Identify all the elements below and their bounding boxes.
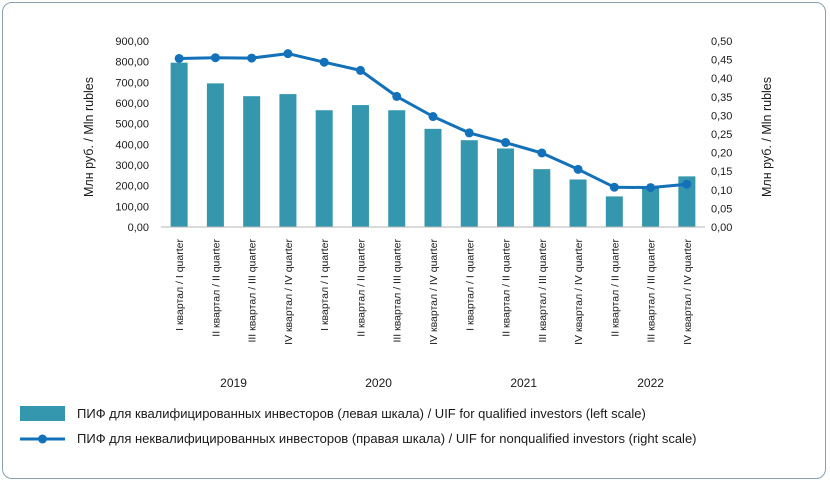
bar xyxy=(206,83,224,227)
legend-swatch-bar xyxy=(20,406,65,421)
category-label: II квартал / II quarter xyxy=(501,239,513,337)
bar xyxy=(315,110,333,227)
category-label: III квартал / III quarter xyxy=(646,239,658,343)
line-point xyxy=(210,53,220,63)
bar xyxy=(424,128,442,227)
left-tick-label: 100,00 xyxy=(115,201,149,213)
category-label: IV квартал / IV quarter xyxy=(573,238,585,344)
right-axis-title: Млн руб. / Mln rubles xyxy=(760,77,774,197)
year-label: 2019 xyxy=(220,376,247,390)
line-point xyxy=(537,148,547,158)
line-point xyxy=(609,182,619,192)
bar xyxy=(460,140,478,227)
left-tick-label: 200,00 xyxy=(115,181,149,193)
line-point xyxy=(428,112,438,122)
left-axis-ticks: 0,00 100,00 200,00 300,00 400,00 500,00 600,00… xyxy=(115,36,149,234)
year-label: 2022 xyxy=(637,376,664,390)
bar xyxy=(605,196,623,227)
category-label: I квартал / I quarter xyxy=(464,239,476,331)
left-tick-label: 300,00 xyxy=(115,160,149,172)
line-point xyxy=(392,91,402,101)
right-tick-label: 0,35 xyxy=(711,92,732,104)
bar xyxy=(642,187,660,227)
line-point xyxy=(464,128,474,138)
left-tick-label: 500,00 xyxy=(115,119,149,131)
legend-swatch-marker xyxy=(38,434,47,444)
bar xyxy=(388,110,406,227)
left-tick-label: 600,00 xyxy=(115,98,149,110)
year-label: 2021 xyxy=(510,376,537,390)
x-category-labels: I квартал / I quarter II квартал / II qua… xyxy=(174,238,694,344)
legend: ПИФ для квалифицированных инвесторов (ле… xyxy=(20,406,697,446)
bar xyxy=(497,148,515,227)
category-label: II квартал / II quarter xyxy=(609,239,621,337)
bar xyxy=(243,96,261,228)
left-axis-title: Млн руб. / Mln rubles xyxy=(82,77,96,197)
left-tick-label: 900,00 xyxy=(115,36,149,48)
right-tick-label: 0,45 xyxy=(711,55,732,67)
right-tick-label: 0,10 xyxy=(711,185,732,197)
category-label: II квартал / II quarter xyxy=(355,239,367,337)
legend-label-line: ПИФ для неквалифицированных инвесторов (… xyxy=(77,431,697,446)
right-tick-label: 0,00 xyxy=(711,222,732,234)
category-label: IV квартал / IV quarter xyxy=(428,238,440,344)
bar xyxy=(533,169,551,227)
category-label: IV квартал / IV quarter xyxy=(283,238,295,344)
left-tick-label: 700,00 xyxy=(115,77,149,89)
bar xyxy=(351,105,369,227)
line-point xyxy=(247,53,257,63)
chart-frame: Млн руб. / Mln rubles Млн руб. / Mln rub… xyxy=(2,2,826,479)
bar-series xyxy=(170,62,696,228)
bar xyxy=(279,94,297,227)
right-tick-label: 0,20 xyxy=(711,148,732,160)
line-point xyxy=(573,164,583,174)
right-tick-label: 0,15 xyxy=(711,166,732,178)
left-tick-label: 800,00 xyxy=(115,57,149,69)
category-label: IV квартал / IV quarter xyxy=(682,238,694,344)
category-label: III квартал / III quarter xyxy=(392,239,404,343)
bar xyxy=(170,62,188,228)
right-tick-label: 0,25 xyxy=(711,129,732,141)
line-point xyxy=(682,179,692,189)
line-point xyxy=(319,57,329,67)
bar xyxy=(678,176,696,227)
right-axis-ticks: 0,00 0,05 0,10 0,15 0,20 0,25 0,30 0,35 0,40 0,45… xyxy=(711,36,732,234)
line-point xyxy=(283,49,293,59)
right-tick-label: 0,40 xyxy=(711,73,732,85)
combo-chart: Млн руб. / Mln rubles Млн руб. / Mln rub… xyxy=(20,36,774,446)
right-tick-label: 0,50 xyxy=(711,36,732,48)
category-label: III квартал / III quarter xyxy=(247,239,259,343)
bar xyxy=(569,179,587,227)
right-tick-label: 0,30 xyxy=(711,110,732,122)
year-label: 2020 xyxy=(365,376,392,390)
line-point xyxy=(646,183,656,193)
legend-label-bar: ПИФ для квалифицированных инвесторов (ле… xyxy=(77,406,646,421)
left-tick-label: 400,00 xyxy=(115,139,149,151)
line-point xyxy=(355,65,365,75)
category-label: I квартал / I quarter xyxy=(319,239,331,331)
category-label: II квартал / II quarter xyxy=(210,239,222,337)
line-point xyxy=(501,138,511,148)
left-tick-label: 0,00 xyxy=(128,222,149,234)
right-tick-label: 0,05 xyxy=(711,203,732,215)
year-labels: 2019 2020 2021 2022 xyxy=(220,376,664,390)
line-series xyxy=(174,49,692,193)
category-label: I квартал / I quarter xyxy=(174,239,186,331)
line-point xyxy=(174,53,184,63)
category-label: III квартал / III quarter xyxy=(537,239,549,343)
